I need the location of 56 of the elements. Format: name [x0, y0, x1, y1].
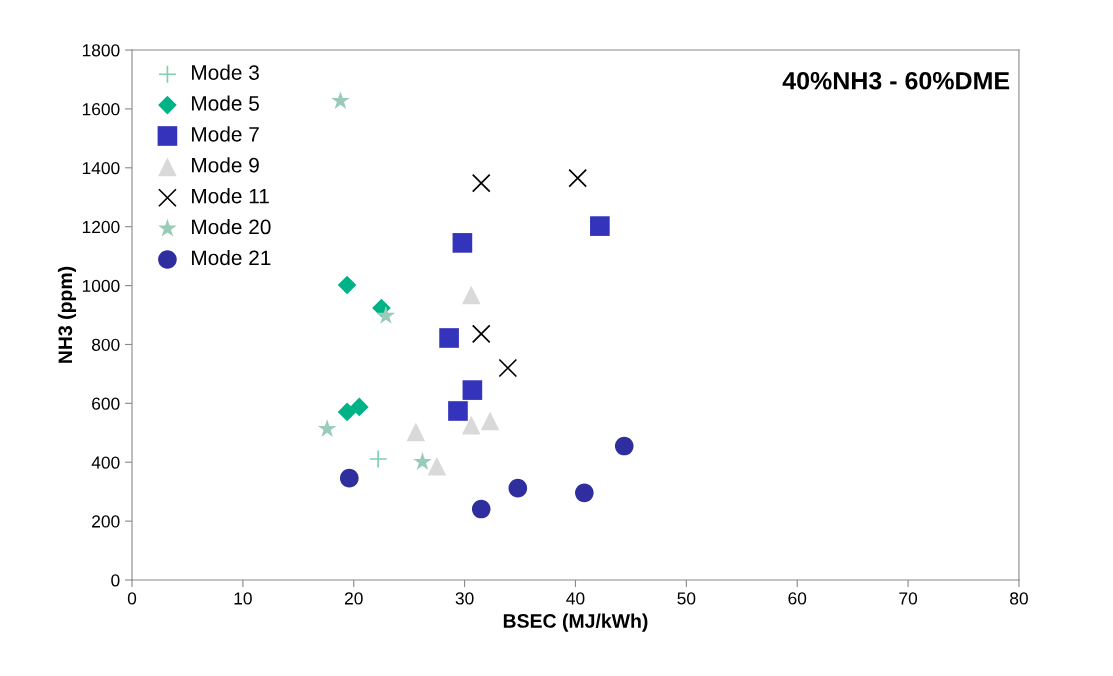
point [317, 419, 337, 437]
point [339, 468, 359, 488]
y-tick-label: 1400 [82, 161, 120, 175]
point [331, 91, 350, 109]
point [406, 422, 426, 442]
y-axis-title: NH3 (ppm) [57, 266, 77, 363]
y-tick-label: 1800 [82, 44, 120, 57]
y-tick-label: 1200 [82, 220, 120, 234]
y-tick-label: 800 [91, 338, 120, 351]
point [471, 173, 491, 193]
point [614, 436, 634, 456]
x-tick-label: 70 [899, 592, 918, 605]
point [376, 306, 396, 324]
point [349, 397, 369, 417]
y-tick-label: 600 [92, 397, 120, 410]
point [427, 456, 447, 476]
x-tick-label: 40 [566, 592, 585, 605]
point [568, 168, 588, 188]
legend-label: Mode 9 [192, 157, 259, 173]
y-tick-label: 0 [111, 574, 120, 587]
legend-label: Mode 21 [192, 249, 271, 266]
point [448, 401, 468, 421]
point [337, 402, 357, 422]
point [462, 380, 483, 400]
text: 40%NH3 - 60%DME [782, 71, 1010, 90]
y-tick-label: 1000 [82, 279, 120, 293]
point [439, 328, 459, 348]
point [368, 449, 388, 469]
x-tick-label: 0 [127, 592, 137, 605]
point [471, 324, 491, 344]
point [337, 275, 357, 295]
point [461, 415, 481, 435]
y-tick-label: 400 [91, 456, 120, 469]
point [575, 483, 594, 503]
x-axis-title: BSEC (MJ/kWh) [503, 613, 648, 632]
point [590, 216, 610, 236]
y-tick-label: 1600 [82, 103, 120, 116]
legend-label: Mode 3 [192, 64, 259, 80]
y-tick-label: 200 [92, 515, 120, 528]
legend-label: Mode 11 [192, 188, 269, 204]
legend-label: Mode 20 [192, 219, 271, 235]
point [508, 478, 528, 498]
x-tick-label: 20 [344, 592, 363, 605]
x-tick-label: 80 [1010, 592, 1028, 605]
point [471, 499, 491, 519]
point [413, 452, 432, 470]
x-tick-label: 10 [234, 592, 252, 605]
x-tick-label: 60 [788, 592, 807, 605]
legend-label: Mode 7 [192, 126, 259, 142]
point [452, 233, 473, 253]
point [480, 411, 500, 431]
x-tick-label: 50 [677, 592, 696, 605]
legend-label: Mode 5 [192, 95, 259, 111]
point [461, 285, 481, 305]
point [498, 358, 518, 378]
x-tick-label: 30 [455, 592, 474, 605]
